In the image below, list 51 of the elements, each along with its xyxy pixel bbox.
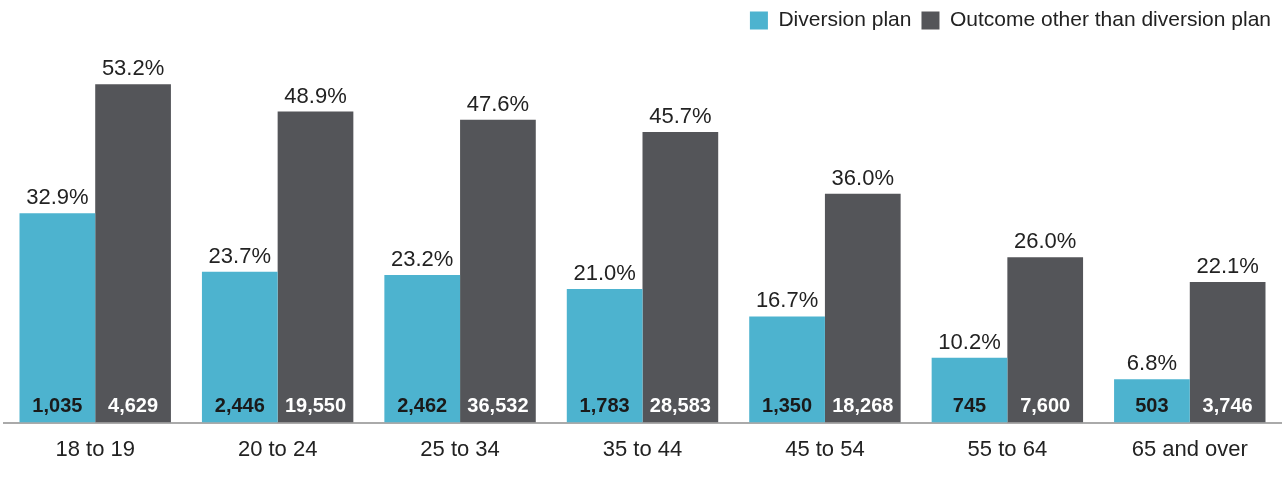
legend-label: Outcome other than diversion plan (949, 7, 1272, 31)
bar (824, 193, 901, 423)
bar (95, 84, 171, 423)
bar (460, 119, 536, 423)
data-label: 22.1% (1196, 253, 1259, 279)
x-tick-label: 35 to 44 (602, 435, 683, 461)
annotation: 1,783 (579, 394, 630, 417)
data-label: 53.2% (101, 55, 165, 81)
annotation: 19,550 (284, 394, 347, 417)
data-label: 48.9% (284, 82, 347, 108)
data-label: 10.2% (938, 328, 1001, 354)
annotation: 4,629 (108, 394, 159, 417)
x-tick-label: 18 to 19 (55, 435, 135, 461)
annotation: 7,600 (1020, 394, 1071, 417)
data-label: 16.7% (755, 287, 819, 313)
bar (1189, 282, 1266, 423)
x-tick-label: 55 to 64 (967, 435, 1048, 461)
data-label: 36.0% (831, 164, 894, 190)
annotation: 2,446 (214, 394, 265, 417)
bar (277, 111, 354, 423)
annotation: 3,746 (1202, 394, 1253, 417)
data-label: 32.9% (26, 184, 89, 210)
data-label: 6.8% (1126, 350, 1178, 376)
x-tick-label: 20 to 24 (237, 435, 318, 461)
data-label: 23.7% (208, 242, 271, 268)
data-label: 47.6% (466, 90, 530, 116)
annotation: 1,350 (762, 394, 813, 417)
annotation: 2,462 (397, 394, 448, 417)
bar (566, 289, 643, 423)
data-label: 21.0% (573, 260, 636, 286)
data-label: 23.2% (391, 246, 454, 272)
x-tick-label: 45 to 54 (785, 435, 865, 461)
data-label: 45.7% (649, 103, 712, 129)
bar (749, 316, 825, 423)
bar (384, 275, 461, 423)
bar (642, 131, 719, 423)
annotation: 28,583 (649, 394, 711, 417)
legend-label: Diversion plan (778, 7, 912, 31)
annotation: 745 (952, 394, 987, 417)
x-tick-label: 65 and over (1131, 435, 1248, 461)
annotation: 36,532 (467, 394, 529, 417)
bar (1007, 257, 1084, 423)
bar (19, 213, 96, 423)
annotation: 1,035 (32, 394, 83, 417)
bar (201, 271, 278, 423)
x-tick-label: 25 to 34 (420, 435, 500, 461)
bar (1114, 379, 1190, 423)
bar (931, 357, 1008, 423)
annotation: 503 (1135, 394, 1169, 417)
data-label: 26.0% (1014, 228, 1077, 254)
annotation: 18,268 (832, 394, 894, 417)
